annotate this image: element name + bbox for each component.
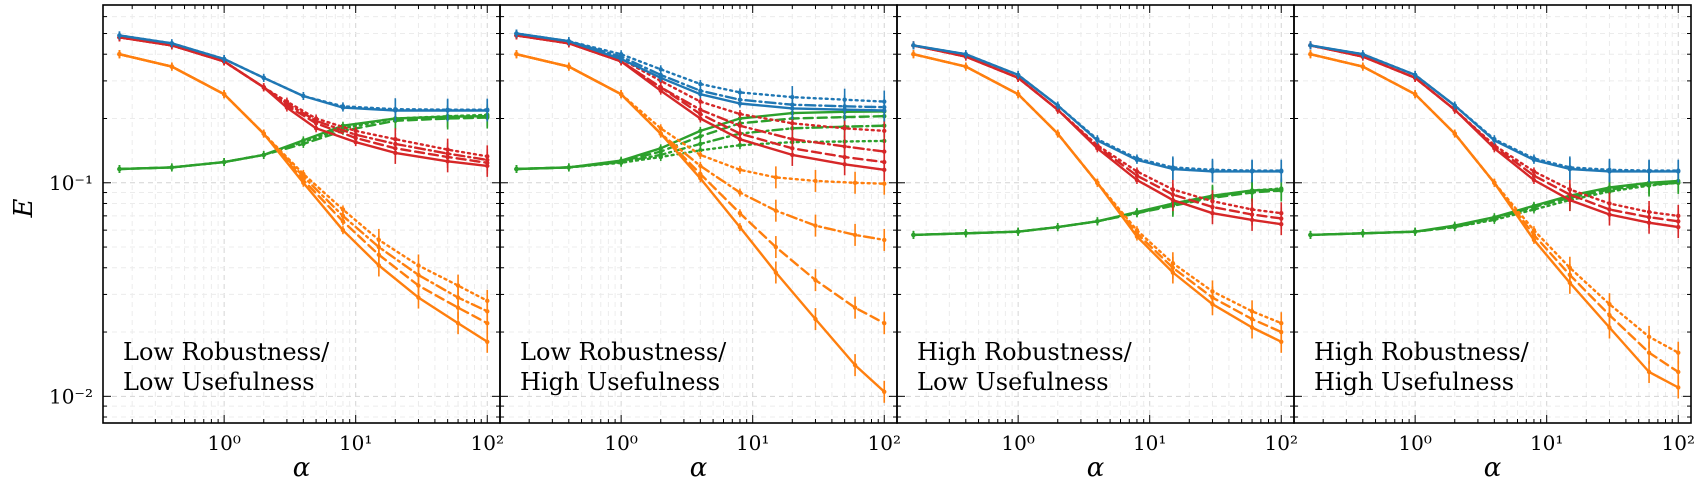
series-line-red-dashed	[118, 36, 489, 165]
x-tick-label: 10²	[868, 431, 901, 455]
panel-frame	[1293, 4, 1692, 424]
panel-label-line: High Robustness/	[917, 338, 1133, 366]
panel-2: 10⁰ 10¹ 10² α Low Robustness/High Usefulness	[499, 4, 901, 480]
panel-label-line: High Robustness/	[1314, 338, 1530, 366]
panel-label-line: Low Usefulness	[917, 368, 1109, 396]
x-tick-label: 10¹	[1133, 431, 1166, 455]
series-line-blue-solid	[1309, 44, 1680, 173]
x-tick-label: 10⁰	[1398, 431, 1431, 455]
series-line-red-dashed	[1309, 44, 1680, 223]
panel-label-line: Low Robustness/	[520, 338, 727, 366]
panel-1: 10⁰ 10¹ 10² α 10⁻¹ 10⁻² Low Robustness/Low Use…	[49, 4, 504, 480]
series-line-red-solid	[912, 44, 1283, 226]
x-tick-label: 10²	[1265, 431, 1298, 455]
x-tick-label: 10¹	[736, 431, 769, 455]
series-line-orange-solid	[118, 53, 489, 343]
x-tick-label: 10⁰	[604, 431, 637, 455]
series-line-red-dashed	[912, 44, 1283, 220]
panel-4: 10⁰ 10¹ 10² α High Robustness/High Usefulnes…	[1293, 4, 1695, 480]
panel-label-line: Low Usefulness	[123, 368, 315, 396]
x-axis-label: α	[1484, 453, 1502, 480]
series-line-orange-solid	[515, 53, 886, 393]
x-axis-label: α	[690, 453, 708, 480]
y-axis-label: E	[9, 198, 39, 218]
series-line-blue-dotted	[1309, 44, 1680, 172]
x-tick-label: 10¹	[1530, 431, 1563, 455]
x-tick-label: 10⁰	[207, 431, 240, 455]
x-tick-label: 10²	[471, 431, 504, 455]
x-axis-label: α	[1087, 453, 1105, 480]
panel-3: 10⁰ 10¹ 10² α High Robustness/Low Usefulness	[896, 4, 1298, 480]
panel-label-line: Low Robustness/	[123, 338, 330, 366]
x-tick-label: 10²	[1662, 431, 1695, 455]
series-line-blue-dotted	[912, 44, 1283, 172]
series-line-green-solid	[912, 188, 1283, 237]
x-tick-label: 10¹	[339, 431, 372, 455]
series-line-green-dotted	[1309, 181, 1680, 237]
series-line-orange-solid	[1309, 53, 1680, 389]
x-tick-label: 10⁰	[1001, 431, 1034, 455]
series-line-green-dashed	[1309, 181, 1680, 237]
series-line-red-solid	[118, 36, 489, 168]
y-tick-label: 10⁻²	[49, 384, 93, 408]
y-tick-label: 10⁻¹	[49, 171, 93, 195]
series-line-blue-solid	[912, 44, 1283, 173]
x-axis-label: α	[293, 453, 311, 480]
panel-label-line: High Usefulness	[1314, 368, 1514, 396]
panel-label-line: High Usefulness	[520, 368, 720, 396]
series-line-orange-solid	[912, 53, 1283, 343]
series-line-red-solid	[1309, 44, 1680, 229]
